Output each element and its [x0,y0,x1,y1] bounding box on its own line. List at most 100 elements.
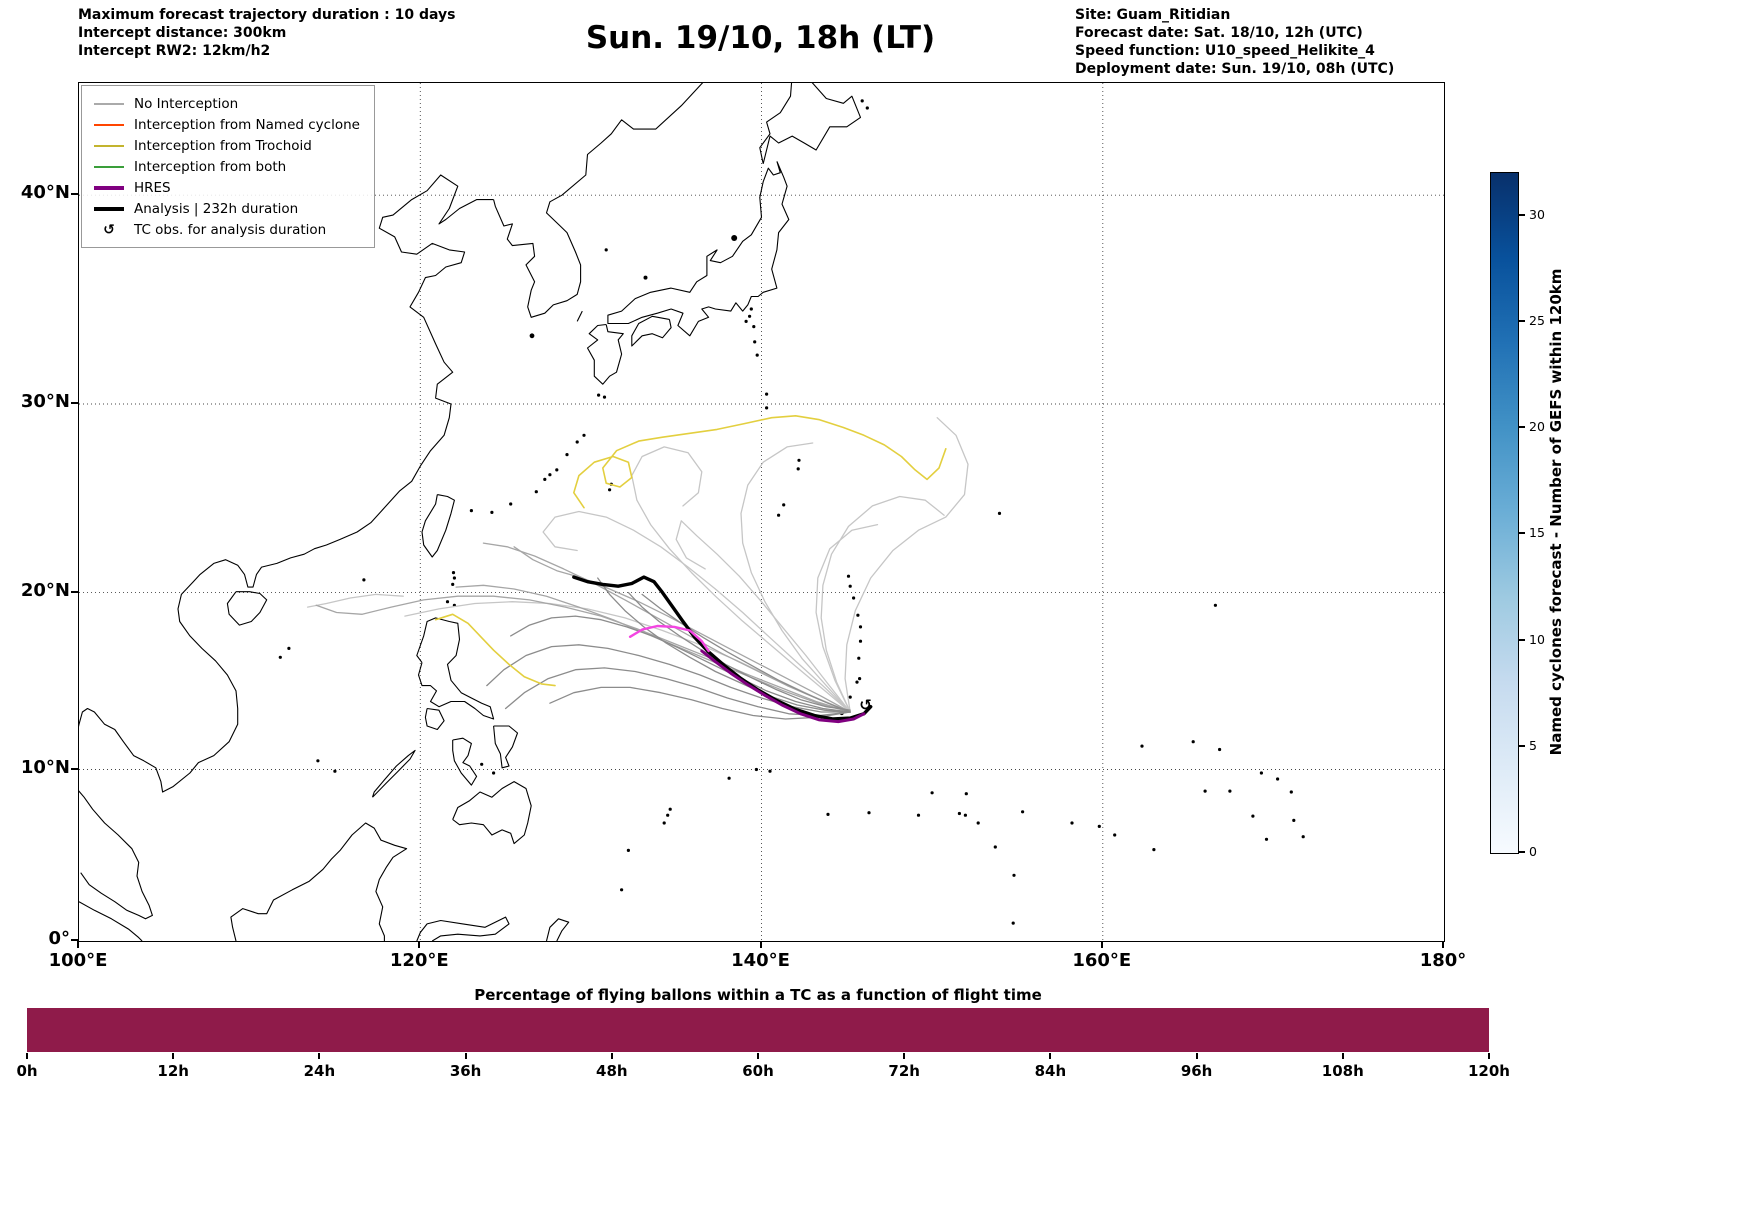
x-tick-mark [1100,941,1103,948]
bottom-tick-label: 60h [742,1062,774,1080]
bottom-chart-bar [27,1008,1489,1052]
island-dot [582,433,586,437]
island-dot [754,767,759,772]
island-dot [846,574,851,578]
island-dot [731,235,738,241]
x-tick-label: 100°E [48,950,108,971]
island-dot [565,453,569,457]
bottom-tick-mark [1488,1053,1490,1059]
island-dot [451,582,455,586]
track-no-intercept-dark-4 [549,686,851,720]
bottom-tick-mark [903,1053,906,1059]
legend-line-swatch [92,102,126,105]
coastline-borneo [230,822,408,941]
island-dot [782,503,786,507]
bottom-tick-mark [464,1053,467,1059]
island-dot [452,576,456,580]
coastline-panay-negros [452,737,478,786]
island-dot [768,769,772,773]
island-dot [620,888,624,892]
x-tick-label: 140°E [731,950,790,971]
colorbar-tick-mark [1519,744,1525,747]
x-tick-label: 160°E [1072,950,1132,971]
island-dot [797,458,801,462]
island-dot [976,821,980,825]
coastline-tsushima [576,310,583,322]
legend-line [94,206,124,211]
island-dot [480,762,484,766]
island-dot [748,314,752,318]
island-dot [626,848,631,853]
bottom-tick-label: 48h [596,1062,628,1080]
island-dot [1191,740,1195,744]
bottom-tick-mark [172,1053,175,1059]
island-dot [1113,833,1117,837]
track-no-intercept-light-1 [631,446,851,713]
island-dot [744,319,748,323]
y-tick-mark [71,590,78,593]
island-dot [597,393,601,397]
header-left: Maximum forecast trajectory duration : 1… [78,6,455,60]
colorbar-label: Named cyclones forecast - Number of GEFS… [1547,268,1565,756]
header-right-line-4: Deployment date: Sun. 19/10, 08h (UTC) [1075,61,1395,77]
y-tick-mark [71,193,78,196]
coastline-russia-korea [493,83,704,318]
track-no-intercept-light-4 [844,417,969,713]
island-dot [848,695,852,699]
island-dot [509,502,513,506]
island-dot [548,473,552,477]
island-dot [855,680,859,684]
track-no-intercept-dark-6 [597,577,851,713]
colorbar-tick-mark [1519,638,1525,641]
bottom-tick-label: 120h [1468,1062,1510,1080]
track-no-intercept-mid-4 [513,546,851,713]
x-tick-label: 180° [1419,950,1467,971]
island-dot [1070,821,1074,825]
island-dot [777,513,781,517]
coastline-mindoro [424,707,445,731]
legend-line-swatch [92,185,126,190]
header-left-line-1: Maximum forecast trajectory duration : 1… [78,7,456,23]
island-dot [957,811,962,816]
coastline-sumatra [79,901,143,941]
colorbar-tick-mark [1519,213,1525,216]
track-no-intercept-light-3 [820,495,945,713]
island-dot [1213,603,1217,607]
island-dot [278,655,282,659]
track-no-intercept-mid-1 [482,542,851,713]
island-dot [575,440,579,444]
track-analysis [572,575,873,721]
colorbar-tick-label: 15 [1529,525,1545,541]
header-right-line-2: Forecast date: Sat. 18/10, 12h (UTC) [1075,25,1363,41]
island-dot [1264,837,1269,841]
colorbar-tick-label: 10 [1529,631,1545,647]
bottom-tick-label: 36h [449,1062,482,1080]
track-no-intercept-light-5 [404,601,851,713]
island-dot [604,248,608,252]
island-dot [492,771,496,775]
legend-item: Analysis | 232h duration [92,198,360,219]
track-trochoid-1 [573,415,947,509]
legend-line [94,144,124,147]
header-left-line-3: Intercept RW2: 12km/h2 [78,43,271,59]
coastline-honshu [607,161,790,337]
track-trochoid-2 [434,613,556,687]
coastline-mindanao [452,781,532,845]
island-dot [752,325,756,329]
bottom-tick-mark [26,1053,28,1059]
coastline-shikoku [631,315,672,347]
coastline-luzon [416,617,495,720]
bottom-tick-label: 96h [1180,1062,1213,1080]
island-dot [765,406,769,410]
colorbar-tick-label: 5 [1529,737,1537,753]
bottom-tick-label: 72h [888,1062,920,1080]
track-hres [700,649,866,724]
colorbar-tick-label: 30 [1529,206,1545,222]
island-dot [1251,814,1255,818]
y-tick-label: 20°N [20,579,70,601]
island-dot [860,99,864,103]
map-canvas: ↺ [79,83,1444,941]
coastline-kyushu [586,323,624,385]
colorbar-tick-mark [1519,319,1525,322]
